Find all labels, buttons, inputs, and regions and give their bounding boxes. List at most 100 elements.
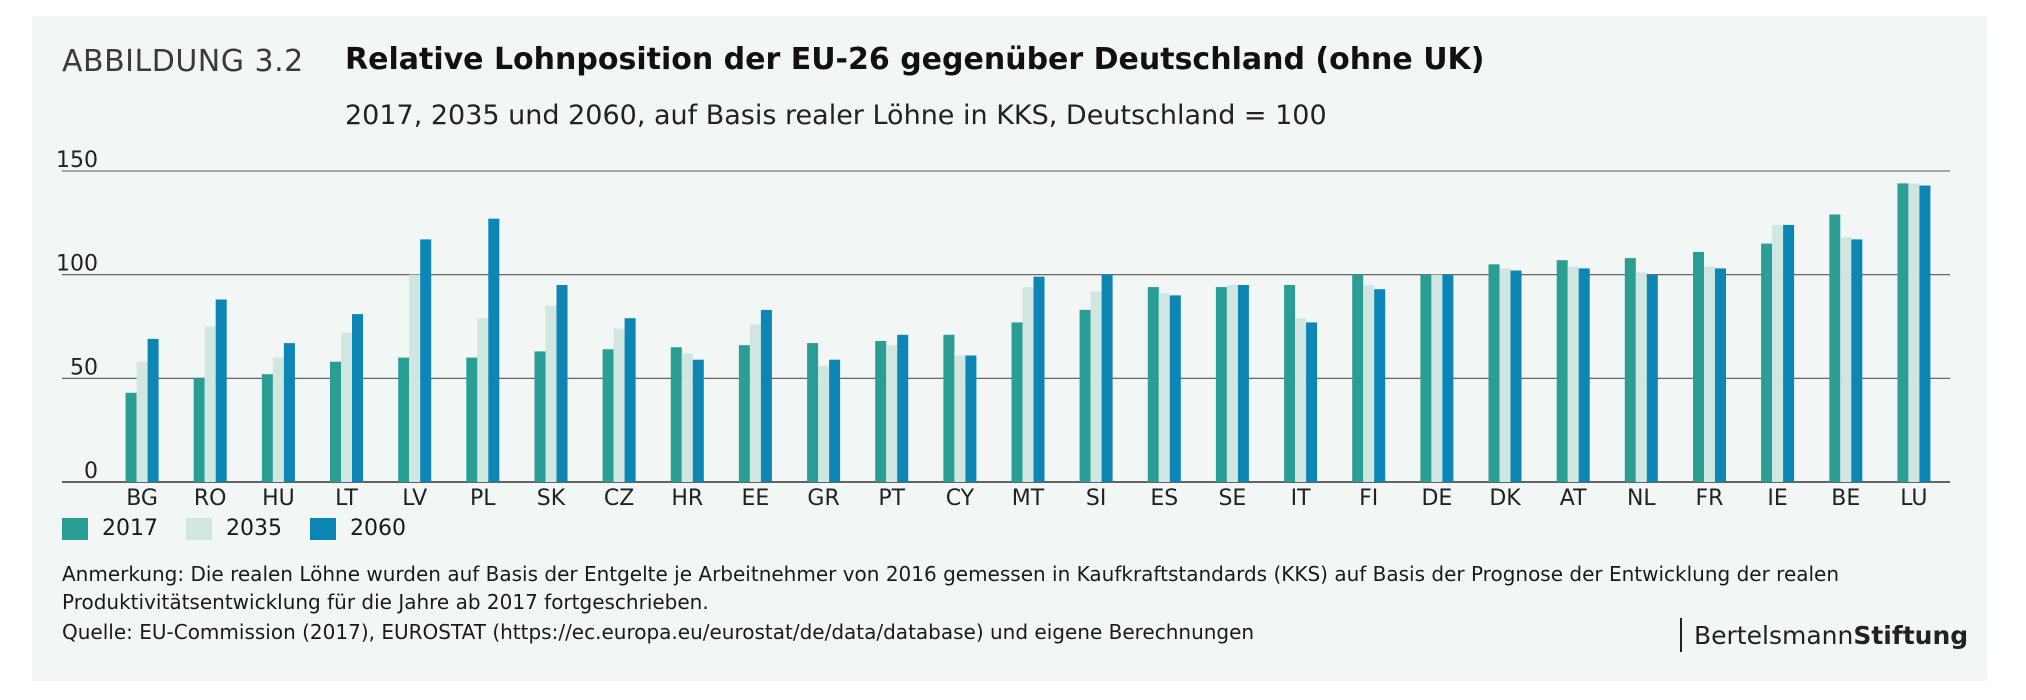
bar-CZ-2017 xyxy=(602,349,614,482)
chart-title: Relative Lohnposition der EU-26 gegenübe… xyxy=(345,42,1485,77)
bar-DK-2035 xyxy=(1499,268,1511,482)
x-tick-label-BE: BE xyxy=(1831,486,1860,511)
x-tick-label-SK: SK xyxy=(537,486,566,511)
bar-chart: 0 50 100 150 BG RO HU LT LV PL SK CZ HR EE GR PT CY MT SI… xyxy=(56,148,1950,511)
legend-swatch-2017 xyxy=(62,517,88,540)
x-tick-label-IT: IT xyxy=(1291,486,1311,511)
bar-EE-2035 xyxy=(749,324,761,482)
bar-SE-2035 xyxy=(1226,285,1238,482)
bar-CY-2017 xyxy=(943,334,955,482)
bar-BG-2060 xyxy=(147,338,159,482)
x-tick-labels: BG RO HU LT LV PL SK CZ HR EE GR PT CY MT SI ES SE IT FI DE… xyxy=(126,486,1927,511)
bar-IE-2060 xyxy=(1783,224,1795,482)
bar-LU-2017 xyxy=(1897,183,1909,482)
bar-BE-2060 xyxy=(1851,239,1863,482)
bar-DE-2035 xyxy=(1431,274,1443,482)
x-tick-label-FR: FR xyxy=(1696,486,1724,511)
legend-label-2060: 2060 xyxy=(350,516,406,541)
x-tick-label-EE: EE xyxy=(741,486,769,511)
bar-CZ-2035 xyxy=(613,328,625,482)
bar-CZ-2060 xyxy=(624,318,636,482)
x-tick-label-DK: DK xyxy=(1489,486,1521,511)
bar-MT-2060 xyxy=(1033,276,1045,482)
bar-BG-2017 xyxy=(125,392,137,482)
bar-EE-2017 xyxy=(738,345,750,482)
bar-LV-2017 xyxy=(398,357,410,482)
x-tick-label-SI: SI xyxy=(1086,486,1106,511)
bar-HU-2017 xyxy=(261,374,273,482)
bar-FI-2035 xyxy=(1363,285,1375,482)
bar-PT-2035 xyxy=(886,345,898,482)
bar-FR-2017 xyxy=(1693,251,1704,482)
logo-text-regular: Bertelsmann xyxy=(1694,620,1854,650)
x-tick-label-LU: LU xyxy=(1900,486,1927,511)
bar-IT-2017 xyxy=(1284,285,1296,482)
bar-SE-2017 xyxy=(1215,287,1227,482)
x-tick-label-CZ: CZ xyxy=(604,486,634,511)
bar-DK-2017 xyxy=(1488,264,1500,482)
bar-DE-2017 xyxy=(1420,274,1432,482)
y-tick-label: 0 xyxy=(84,459,98,484)
legend-item-2017: 2017 xyxy=(62,516,158,541)
bar-LV-2060 xyxy=(420,239,432,482)
y-tick-label: 50 xyxy=(70,355,98,380)
bar-IT-2060 xyxy=(1306,322,1318,482)
bar-SE-2060 xyxy=(1237,285,1249,482)
bar-HR-2017 xyxy=(670,347,682,482)
x-tick-label-BG: BG xyxy=(126,486,158,511)
bar-HR-2035 xyxy=(681,353,693,482)
x-tick-label-HR: HR xyxy=(671,486,703,511)
bar-SK-2035 xyxy=(545,305,557,482)
bar-LU-2060 xyxy=(1919,185,1931,482)
x-tick-label-DE: DE xyxy=(1421,486,1452,511)
bar-IT-2035 xyxy=(1295,318,1307,482)
bar-GR-2035 xyxy=(818,365,830,482)
bar-FI-2060 xyxy=(1374,289,1386,482)
bar-LU-2035 xyxy=(1908,183,1920,482)
bar-FR-2060 xyxy=(1715,268,1726,482)
x-tick-label-IE: IE xyxy=(1767,486,1787,511)
x-tick-label-RO: RO xyxy=(194,486,227,511)
bar-SI-2017 xyxy=(1079,309,1091,482)
bar-PL-2017 xyxy=(466,357,478,482)
x-tick-label-NL: NL xyxy=(1627,486,1656,511)
bar-CY-2060 xyxy=(965,355,977,482)
bars xyxy=(125,183,1931,482)
x-tick-label-HU: HU xyxy=(262,486,295,511)
bar-ES-2035 xyxy=(1158,293,1170,482)
bar-HU-2060 xyxy=(283,343,295,482)
bar-BE-2017 xyxy=(1829,214,1841,482)
legend-item-2060: 2060 xyxy=(310,516,406,541)
y-tick-label: 150 xyxy=(56,148,98,173)
bar-NL-2035 xyxy=(1635,272,1647,482)
legend-label-2035: 2035 xyxy=(226,516,282,541)
bar-FI-2017 xyxy=(1352,274,1364,482)
legend-swatch-2035 xyxy=(186,517,212,540)
x-tick-label-SE: SE xyxy=(1218,486,1246,511)
bar-GR-2017 xyxy=(807,343,819,482)
legend-item-2035: 2035 xyxy=(186,516,282,541)
bar-LV-2035 xyxy=(409,274,421,482)
logo-bar xyxy=(1680,618,1682,652)
bar-IE-2035 xyxy=(1772,224,1784,482)
bar-IE-2017 xyxy=(1761,243,1773,482)
bar-LT-2060 xyxy=(352,314,363,482)
legend: 2017 2035 2060 xyxy=(62,516,406,541)
bar-PL-2060 xyxy=(488,218,500,482)
bar-PL-2035 xyxy=(477,318,489,482)
x-tick-label-FI: FI xyxy=(1359,486,1378,511)
bar-RO-2017 xyxy=(193,378,205,482)
x-tick-label-MT: MT xyxy=(1012,486,1045,511)
bar-PT-2017 xyxy=(875,341,887,482)
bar-EE-2060 xyxy=(760,309,772,482)
bar-DE-2060 xyxy=(1442,274,1454,482)
y-tick-label: 100 xyxy=(56,252,98,277)
bar-LT-2035 xyxy=(341,332,352,482)
bar-MT-2017 xyxy=(1011,322,1023,482)
chart-subtitle: 2017, 2035 und 2060, auf Basis realer Lö… xyxy=(345,100,1327,131)
logo-text-bold: Stiftung xyxy=(1853,620,1969,650)
x-tick-label-CY: CY xyxy=(946,486,975,511)
bar-NL-2017 xyxy=(1624,258,1636,482)
bar-AT-2060 xyxy=(1578,268,1590,482)
bar-SK-2017 xyxy=(534,351,546,482)
